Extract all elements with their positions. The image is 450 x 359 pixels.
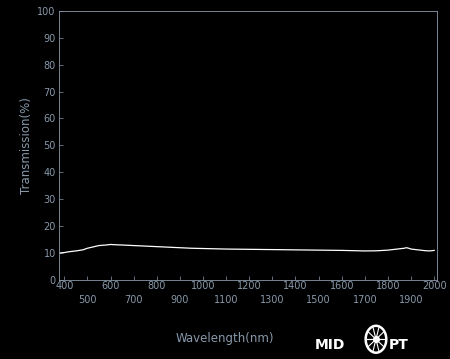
Text: Wavelength(nm): Wavelength(nm) [176,332,274,345]
Text: PT: PT [389,338,409,352]
Y-axis label: Transmission(%): Transmission(%) [20,97,33,194]
Text: MID: MID [315,338,346,352]
